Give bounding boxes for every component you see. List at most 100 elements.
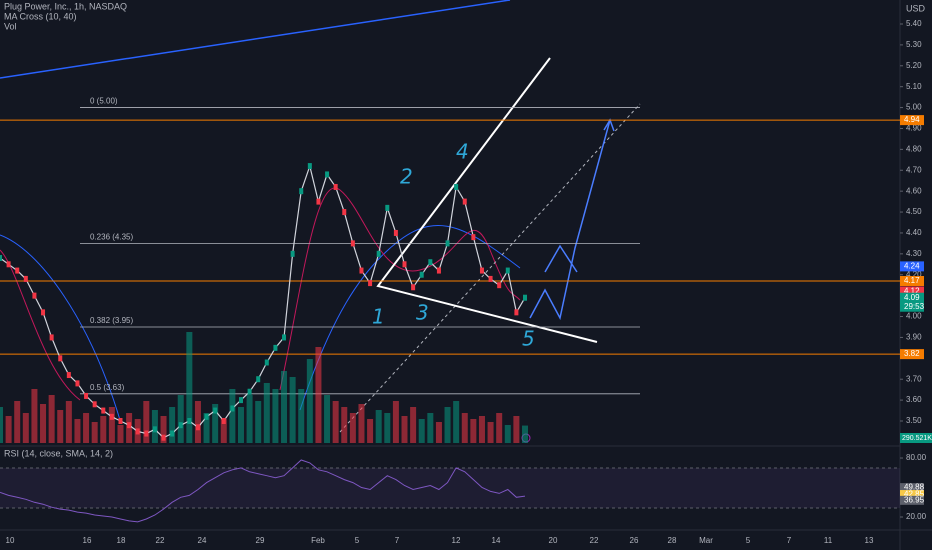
date-label: 29 — [256, 536, 265, 545]
candle — [256, 376, 261, 383]
volume-bar — [220, 419, 227, 443]
price-tag-label: 4.09 — [904, 293, 920, 302]
volume-bar — [324, 395, 331, 443]
price-tick-label: 4.40 — [906, 228, 922, 237]
volume-bar — [341, 407, 348, 443]
price-tick-label: 4.80 — [906, 144, 922, 153]
candle — [514, 309, 519, 316]
candle — [118, 418, 123, 424]
wave-label: 1 — [372, 305, 385, 329]
candle — [58, 355, 63, 362]
volume-tag — [900, 433, 932, 443]
price-tick-label: 3.70 — [906, 374, 922, 383]
price-tick-label: 5.20 — [906, 61, 922, 70]
candle — [350, 240, 355, 247]
projection-arrows — [529, 119, 611, 321]
candle — [479, 267, 484, 274]
candle — [84, 392, 89, 399]
price-tick-label: 4.00 — [906, 312, 922, 321]
volume-label: Vol — [4, 21, 17, 31]
volume-bar — [263, 383, 270, 443]
price-tick-label: 5.10 — [906, 82, 922, 91]
volume-bar — [108, 407, 115, 443]
candle — [204, 413, 209, 420]
candle — [325, 171, 330, 178]
candle — [6, 261, 11, 268]
volume-bar — [513, 416, 520, 443]
volume-bar — [272, 389, 279, 443]
volume-bar — [461, 413, 468, 443]
price-tick-label: 4.60 — [906, 186, 922, 195]
candle — [66, 372, 71, 379]
wave-label: 3 — [416, 301, 429, 325]
price-tag-label: 3.82 — [904, 349, 920, 358]
price-tick-label: 5.40 — [906, 19, 922, 28]
candle — [144, 430, 149, 437]
candle — [15, 267, 20, 274]
candle — [109, 413, 114, 420]
price-tag-label: 4.24 — [904, 261, 920, 270]
price-tag-label: 4.12 — [904, 287, 920, 296]
volume-bar — [177, 395, 184, 443]
candle — [497, 282, 502, 289]
volume-bar — [306, 359, 313, 443]
volume-bar — [91, 422, 98, 443]
candle — [307, 163, 312, 170]
currency: USD — [906, 3, 926, 13]
candle — [376, 250, 381, 257]
volume-bar — [281, 371, 288, 443]
volume-bar — [367, 419, 374, 443]
symbol-title: Plug Power, Inc., 1h, NASDAQ — [4, 1, 127, 11]
volume-bar — [100, 416, 107, 443]
price-tick-label: 5.30 — [906, 40, 922, 49]
rsi-tick-label: 20.00 — [906, 512, 927, 521]
rsi-line — [0, 459, 526, 523]
date-label: 20 — [549, 536, 558, 545]
volume-bar — [392, 401, 399, 443]
date-label: 22 — [156, 536, 165, 545]
date-label: 22 — [590, 536, 599, 545]
volume-bar — [315, 347, 322, 443]
candle — [49, 334, 54, 341]
candle — [523, 294, 527, 301]
candle — [342, 209, 347, 216]
candle — [127, 422, 132, 429]
volume-bar — [0, 407, 3, 443]
candle — [316, 198, 321, 205]
volume-bar — [375, 410, 382, 443]
volume-bar — [453, 401, 460, 443]
wedge-lines — [376, 57, 598, 343]
candle — [359, 267, 364, 274]
volume-bar — [22, 413, 29, 443]
rsi-tag-label: 36.95 — [904, 495, 925, 504]
price-tag — [900, 286, 924, 297]
candle — [135, 428, 140, 435]
rsi-tick-label: 80.00 — [906, 453, 927, 462]
moving-average — [0, 187, 521, 401]
date-label: 28 — [668, 536, 677, 545]
volume-bar — [444, 407, 451, 443]
rsi-tag — [900, 490, 924, 500]
fib-label: 0 (5.00) — [90, 97, 118, 106]
volume-bar — [246, 395, 253, 443]
volume-bar — [14, 401, 21, 443]
candle — [161, 434, 166, 441]
volume-bar — [237, 407, 244, 443]
date-label: 24 — [198, 536, 207, 545]
date-label: 5 — [355, 536, 360, 545]
volume-bar — [298, 389, 305, 443]
volume-bar — [435, 422, 442, 443]
price-tick-label: 4.90 — [906, 124, 922, 133]
price-tick-label: 4.70 — [906, 165, 922, 174]
wave-label: 2 — [400, 165, 413, 189]
volume-bar — [410, 407, 417, 443]
candle — [282, 334, 287, 341]
wave-label: 4 — [456, 140, 469, 164]
price-tag — [900, 115, 924, 126]
volume-bar — [65, 401, 72, 443]
volume-bar — [358, 404, 365, 443]
date-label: 12 — [452, 536, 461, 545]
price-tick-label: 3.50 — [906, 416, 922, 425]
candle — [213, 407, 218, 414]
